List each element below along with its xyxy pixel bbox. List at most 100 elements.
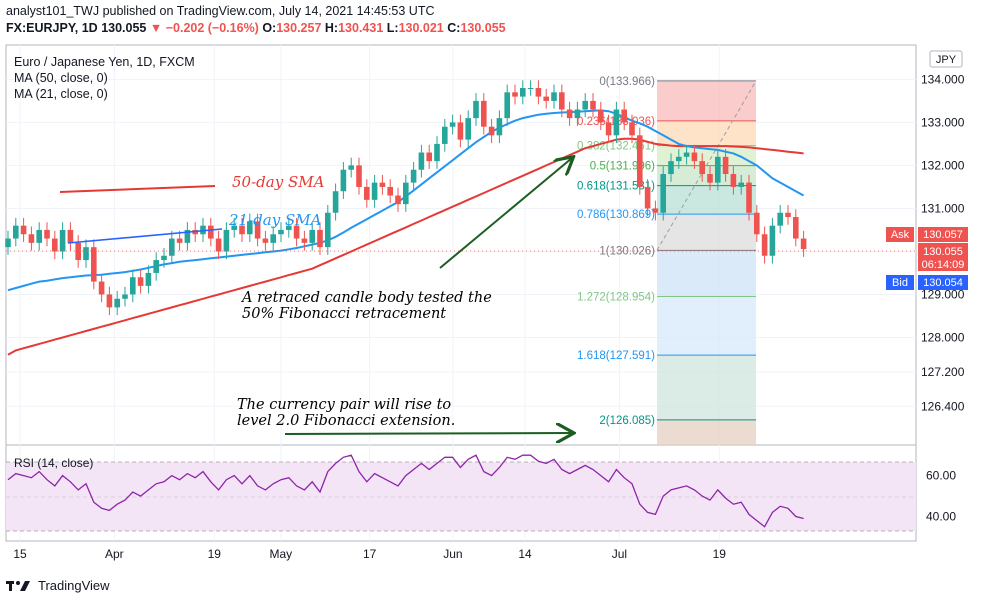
currency-badge[interactable] [929, 50, 963, 68]
fib-level-label: 1(130.026) [599, 245, 655, 257]
fib-level-label: 0(133.966) [599, 76, 655, 88]
ask-price: 130.057 [923, 229, 963, 241]
candle-body [800, 238, 807, 250]
candle-body [730, 174, 737, 187]
candle-body [379, 182, 386, 187]
price-grid [6, 45, 916, 541]
close-label: C: [447, 21, 461, 35]
high-label: H: [324, 21, 339, 35]
candle-body [488, 126, 495, 136]
time-tick-label: 14 [518, 547, 532, 561]
candle-body [161, 255, 167, 261]
candle-body [325, 212, 331, 248]
candle-body [145, 272, 152, 286]
candle-body [332, 191, 339, 213]
low-value: 130.021 [398, 21, 444, 35]
fib-level-label: 2(126.085) [599, 415, 655, 427]
rsi-tick-label: 40.00 [926, 509, 956, 523]
time-tick-label: 19 [208, 547, 222, 561]
candle-body [28, 234, 35, 243]
candle-body [254, 221, 261, 239]
candle-body [91, 247, 97, 282]
candle-body [239, 225, 245, 235]
last-price: 130.055 [101, 21, 147, 35]
fib-zone [657, 185, 756, 215]
time-axis[interactable]: 15 Apr 19 May 17 Jun 14 Jul 19 [13, 547, 726, 561]
candle-body [707, 174, 713, 183]
ask-tag [886, 227, 914, 242]
candle-body [442, 126, 448, 144]
candle-body [169, 238, 175, 256]
candle-body [504, 92, 510, 119]
fib-zone [657, 355, 756, 420]
candle-body [613, 109, 620, 136]
candle-body [582, 100, 588, 110]
sma21-trendline [67, 228, 223, 244]
candle-body [691, 152, 698, 162]
candle-body [20, 225, 27, 235]
tradingview-logo-icon [6, 580, 30, 591]
rsi-path [7, 454, 804, 528]
candle-body [551, 92, 557, 101]
fib-zone [657, 145, 756, 166]
rsi-band [6, 462, 916, 531]
open-label: O: [262, 21, 277, 35]
candle-body [465, 118, 471, 140]
candle-body [176, 238, 183, 243]
candle-body [590, 100, 596, 110]
candle-body [137, 277, 144, 286]
annotation-arrow-up [439, 158, 572, 269]
candle-body [621, 109, 627, 123]
fib-level-label: 0.618(131.531) [577, 181, 655, 193]
legend-title: Euro / Japanese Yen, 1D, FXCM [14, 55, 195, 69]
candle-body [496, 118, 503, 136]
time-tick-label: Apr [105, 547, 124, 561]
candle-body [535, 88, 542, 97]
high-value: 130.431 [338, 21, 384, 35]
candle-body [67, 229, 74, 243]
candle-body [309, 229, 315, 243]
fibonacci-tool[interactable]: 0(133.966)0.236(133.036)0.382(132.461)0.… [577, 76, 757, 445]
candle-body [36, 229, 42, 243]
candle-body [122, 294, 128, 299]
candle-body [699, 161, 705, 175]
candle-body [527, 88, 534, 90]
footer-brand[interactable]: TradingView [6, 578, 110, 593]
candle-body [668, 161, 674, 175]
candle-body [559, 92, 565, 110]
retrace-note-line1: A retraced candle body tested the [240, 290, 492, 306]
candle-body [637, 135, 643, 187]
fib-zone [657, 296, 756, 356]
bar-countdown: 06:14:09 [922, 259, 965, 271]
candle-body [356, 165, 362, 187]
candle-body [777, 212, 783, 226]
fib-zone [657, 80, 756, 121]
candle-body [644, 186, 651, 209]
fib-level-label: 0.5(131.996) [590, 161, 655, 173]
candle-body [286, 225, 292, 230]
candle-body [98, 281, 105, 295]
candle-body [434, 143, 440, 162]
symbol[interactable]: FX:EURJPY, 1D [6, 21, 98, 35]
rsi-axis[interactable]: 60.00 40.00 [926, 469, 956, 524]
candle-body [715, 156, 721, 183]
price-axis[interactable]: 134.000133.000132.000131.000130.000129.0… [921, 72, 965, 413]
ma50-line [7, 137, 804, 356]
candle-body [793, 217, 799, 239]
rsi-tick-label: 60.00 [926, 469, 956, 483]
time-tick-label: Jul [612, 547, 627, 561]
legend-ma50: MA (50, close, 0) [14, 71, 108, 85]
candle-body [44, 229, 50, 239]
candle-body [652, 208, 659, 213]
rise-note-line2: level 2.0 Fibonacci extension. [237, 413, 455, 429]
candle-body [481, 100, 487, 127]
candle-body [722, 156, 729, 175]
price-tick-label: 127.200 [921, 365, 965, 379]
bid-tag [886, 275, 914, 290]
candle-body [215, 238, 222, 252]
fib-level-label: 0.786(130.869) [577, 209, 655, 221]
candle-body [566, 109, 573, 119]
candle-body [348, 165, 354, 170]
fib-level-label: 0.382(132.461) [577, 141, 655, 153]
